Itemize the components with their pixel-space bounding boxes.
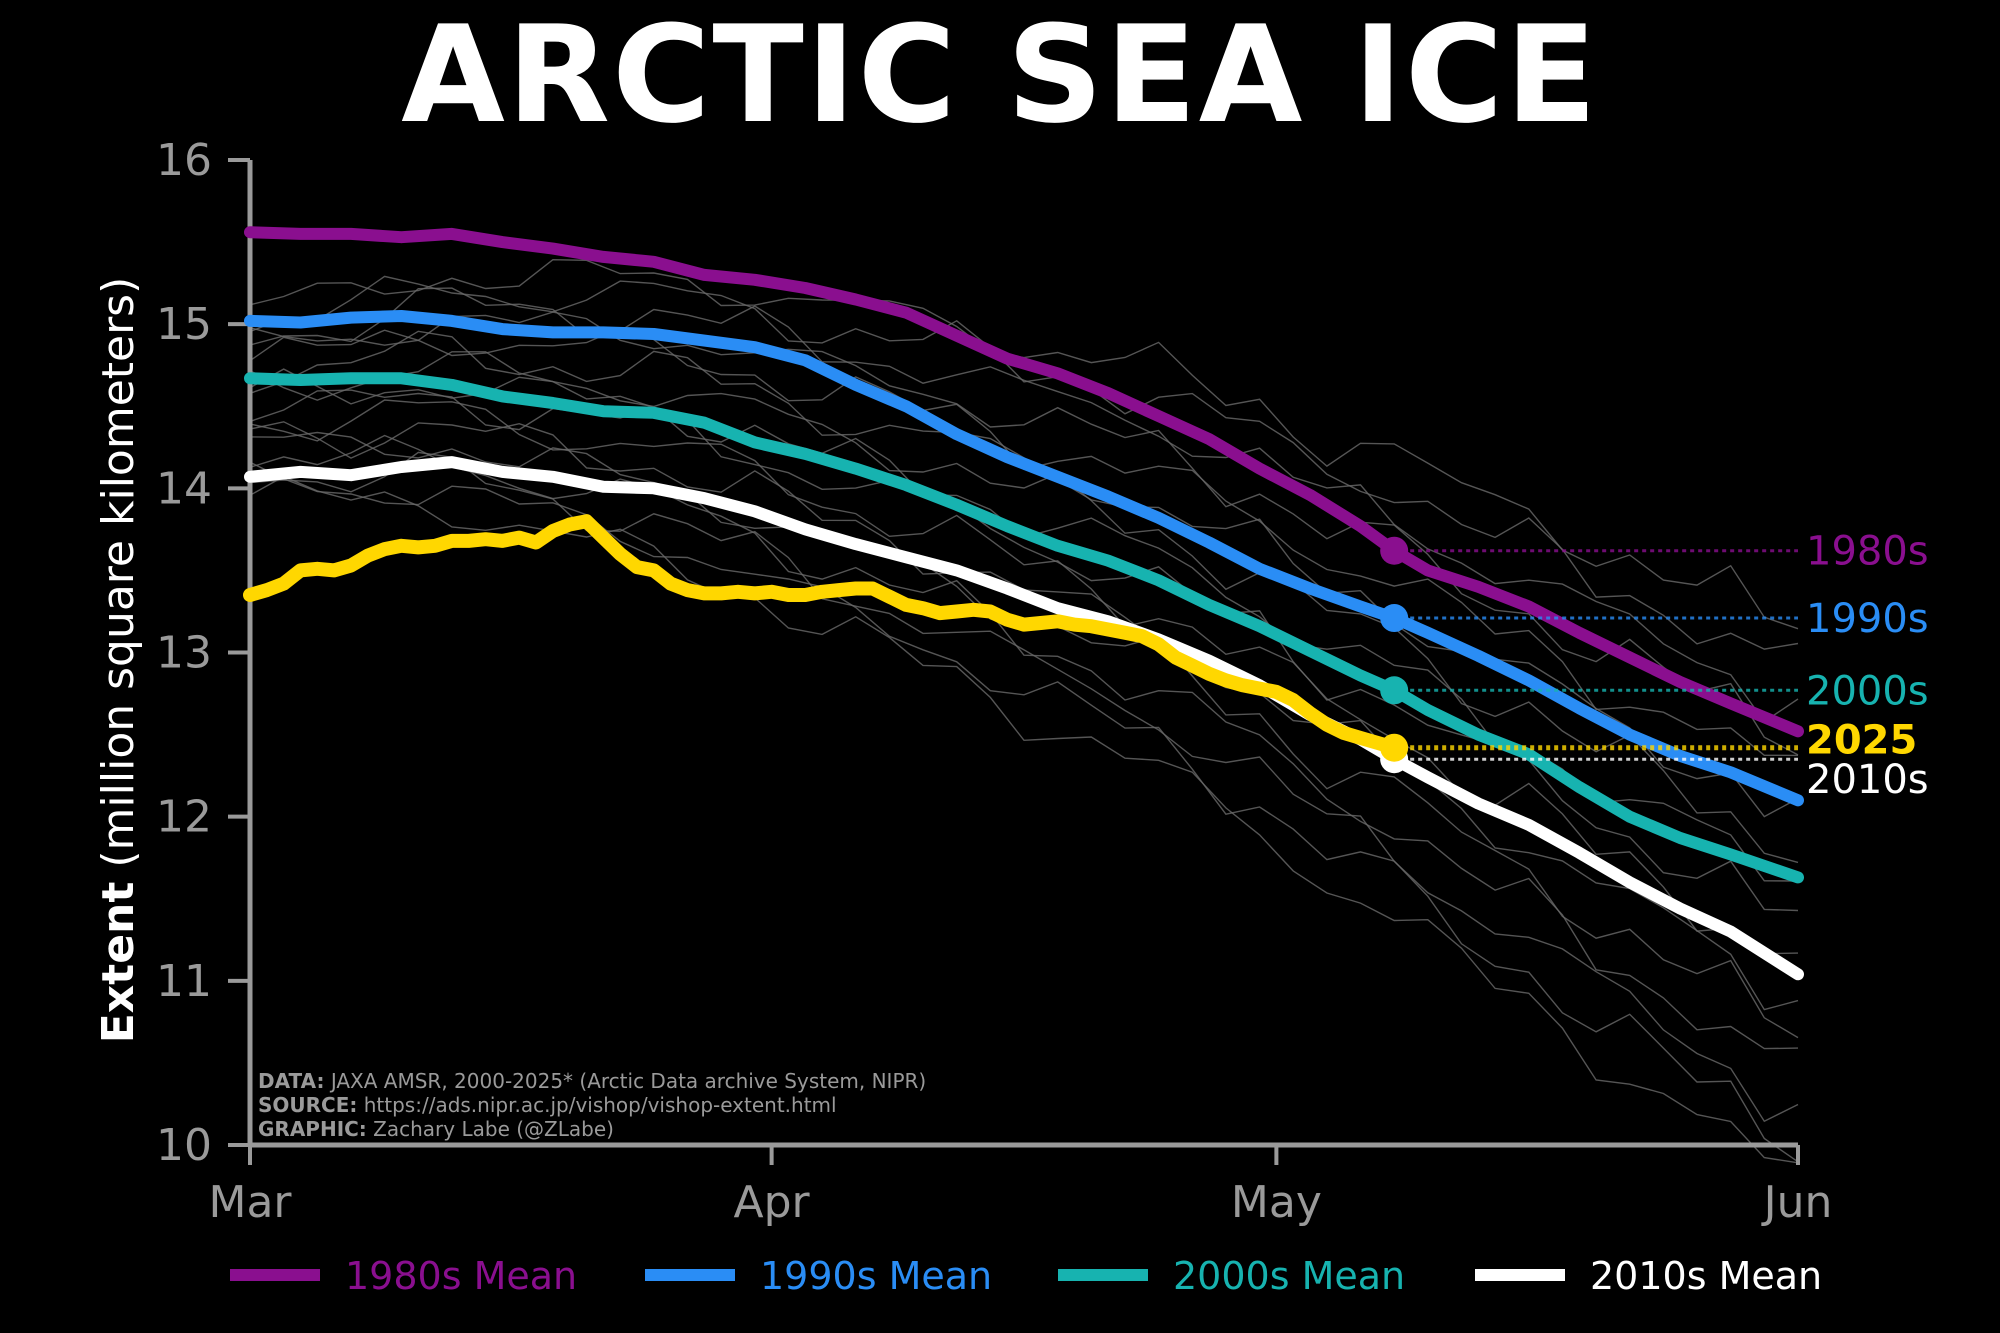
individual-year-line (249, 351, 1799, 864)
series-line-2000s (244, 372, 1804, 884)
end-label-1980s: 1980s (1806, 529, 1929, 575)
svg-text:DATA: JAXA AMSR, 2000-2025* (A: DATA: JAXA AMSR, 2000-2025* (Arctic Data… (258, 1069, 926, 1093)
chart-axes: 10 11 12 13 14 15 16 Mar Apr May Jun (156, 135, 1832, 1228)
legend-label: 1980s Mean (345, 1254, 577, 1298)
end-label-2025: 2025 (1806, 718, 1917, 764)
y-tick-label: 14 (156, 463, 212, 514)
end-label-1990s: 1990s (1806, 596, 1929, 642)
y-tick-label: 15 (156, 299, 212, 350)
y-axis-label: Extent (million square kilometers) (93, 277, 144, 1044)
series-line-2025 (243, 514, 1402, 755)
individual-year-line (249, 399, 1799, 955)
marker-2000s (1380, 676, 1409, 705)
end-label-2010s: 2010s (1806, 757, 1929, 803)
chart-title: ARCTIC SEA ICE (401, 0, 1599, 153)
y-tick-label: 10 (156, 1120, 212, 1171)
current-day-markers (1380, 536, 1798, 774)
y-tick-label: 12 (156, 792, 212, 843)
individual-year-line (249, 475, 1799, 1164)
legend-label: 1990s Mean (760, 1254, 992, 1298)
series-line-2010s (244, 456, 1804, 981)
individual-year-line (249, 431, 1799, 1039)
marker-1990s (1380, 604, 1409, 633)
series-line-1990s (244, 310, 1804, 807)
marker-2025 (1380, 733, 1409, 762)
x-tick-label: Mar (208, 1177, 292, 1228)
legend: 1980s Mean 1990s Mean 2000s Mean 2010s Mean (230, 1254, 1822, 1298)
source-annotation: DATA: JAXA AMSR, 2000-2025* (Arctic Data… (258, 1069, 926, 1141)
individual-year-line (249, 330, 1799, 818)
y-tick-label: 11 (156, 956, 212, 1007)
individual-year-line (249, 311, 1799, 756)
x-tick-label: Apr (734, 1177, 811, 1228)
end-label-2000s: 2000s (1806, 668, 1929, 714)
marker-1980s (1380, 536, 1409, 565)
individual-year-line (249, 451, 1799, 1123)
x-tick-label: May (1231, 1177, 1322, 1228)
individual-year-line (249, 275, 1799, 650)
individual-year-line (249, 461, 1799, 1163)
series-line-1980s (244, 226, 1804, 738)
x-tick-label: Jun (1761, 1177, 1833, 1228)
legend-label: 2000s Mean (1173, 1254, 1405, 1298)
individual-year-line (249, 434, 1799, 1050)
svg-text:GRAPHIC: Zachary Labe (@ZLabe): GRAPHIC: Zachary Labe (@ZLabe) (258, 1117, 614, 1141)
y-tick-label: 13 (156, 628, 212, 679)
legend-label: 2010s Mean (1590, 1254, 1822, 1298)
y-tick-label: 16 (156, 135, 212, 186)
individual-year-line (249, 287, 1799, 723)
svg-text:SOURCE: https://ads.nipr.ac.jp: SOURCE: https://ads.nipr.ac.jp/vishop/vi… (258, 1093, 837, 1117)
individual-year-line (249, 389, 1799, 912)
mean-series-lines (243, 226, 1804, 981)
